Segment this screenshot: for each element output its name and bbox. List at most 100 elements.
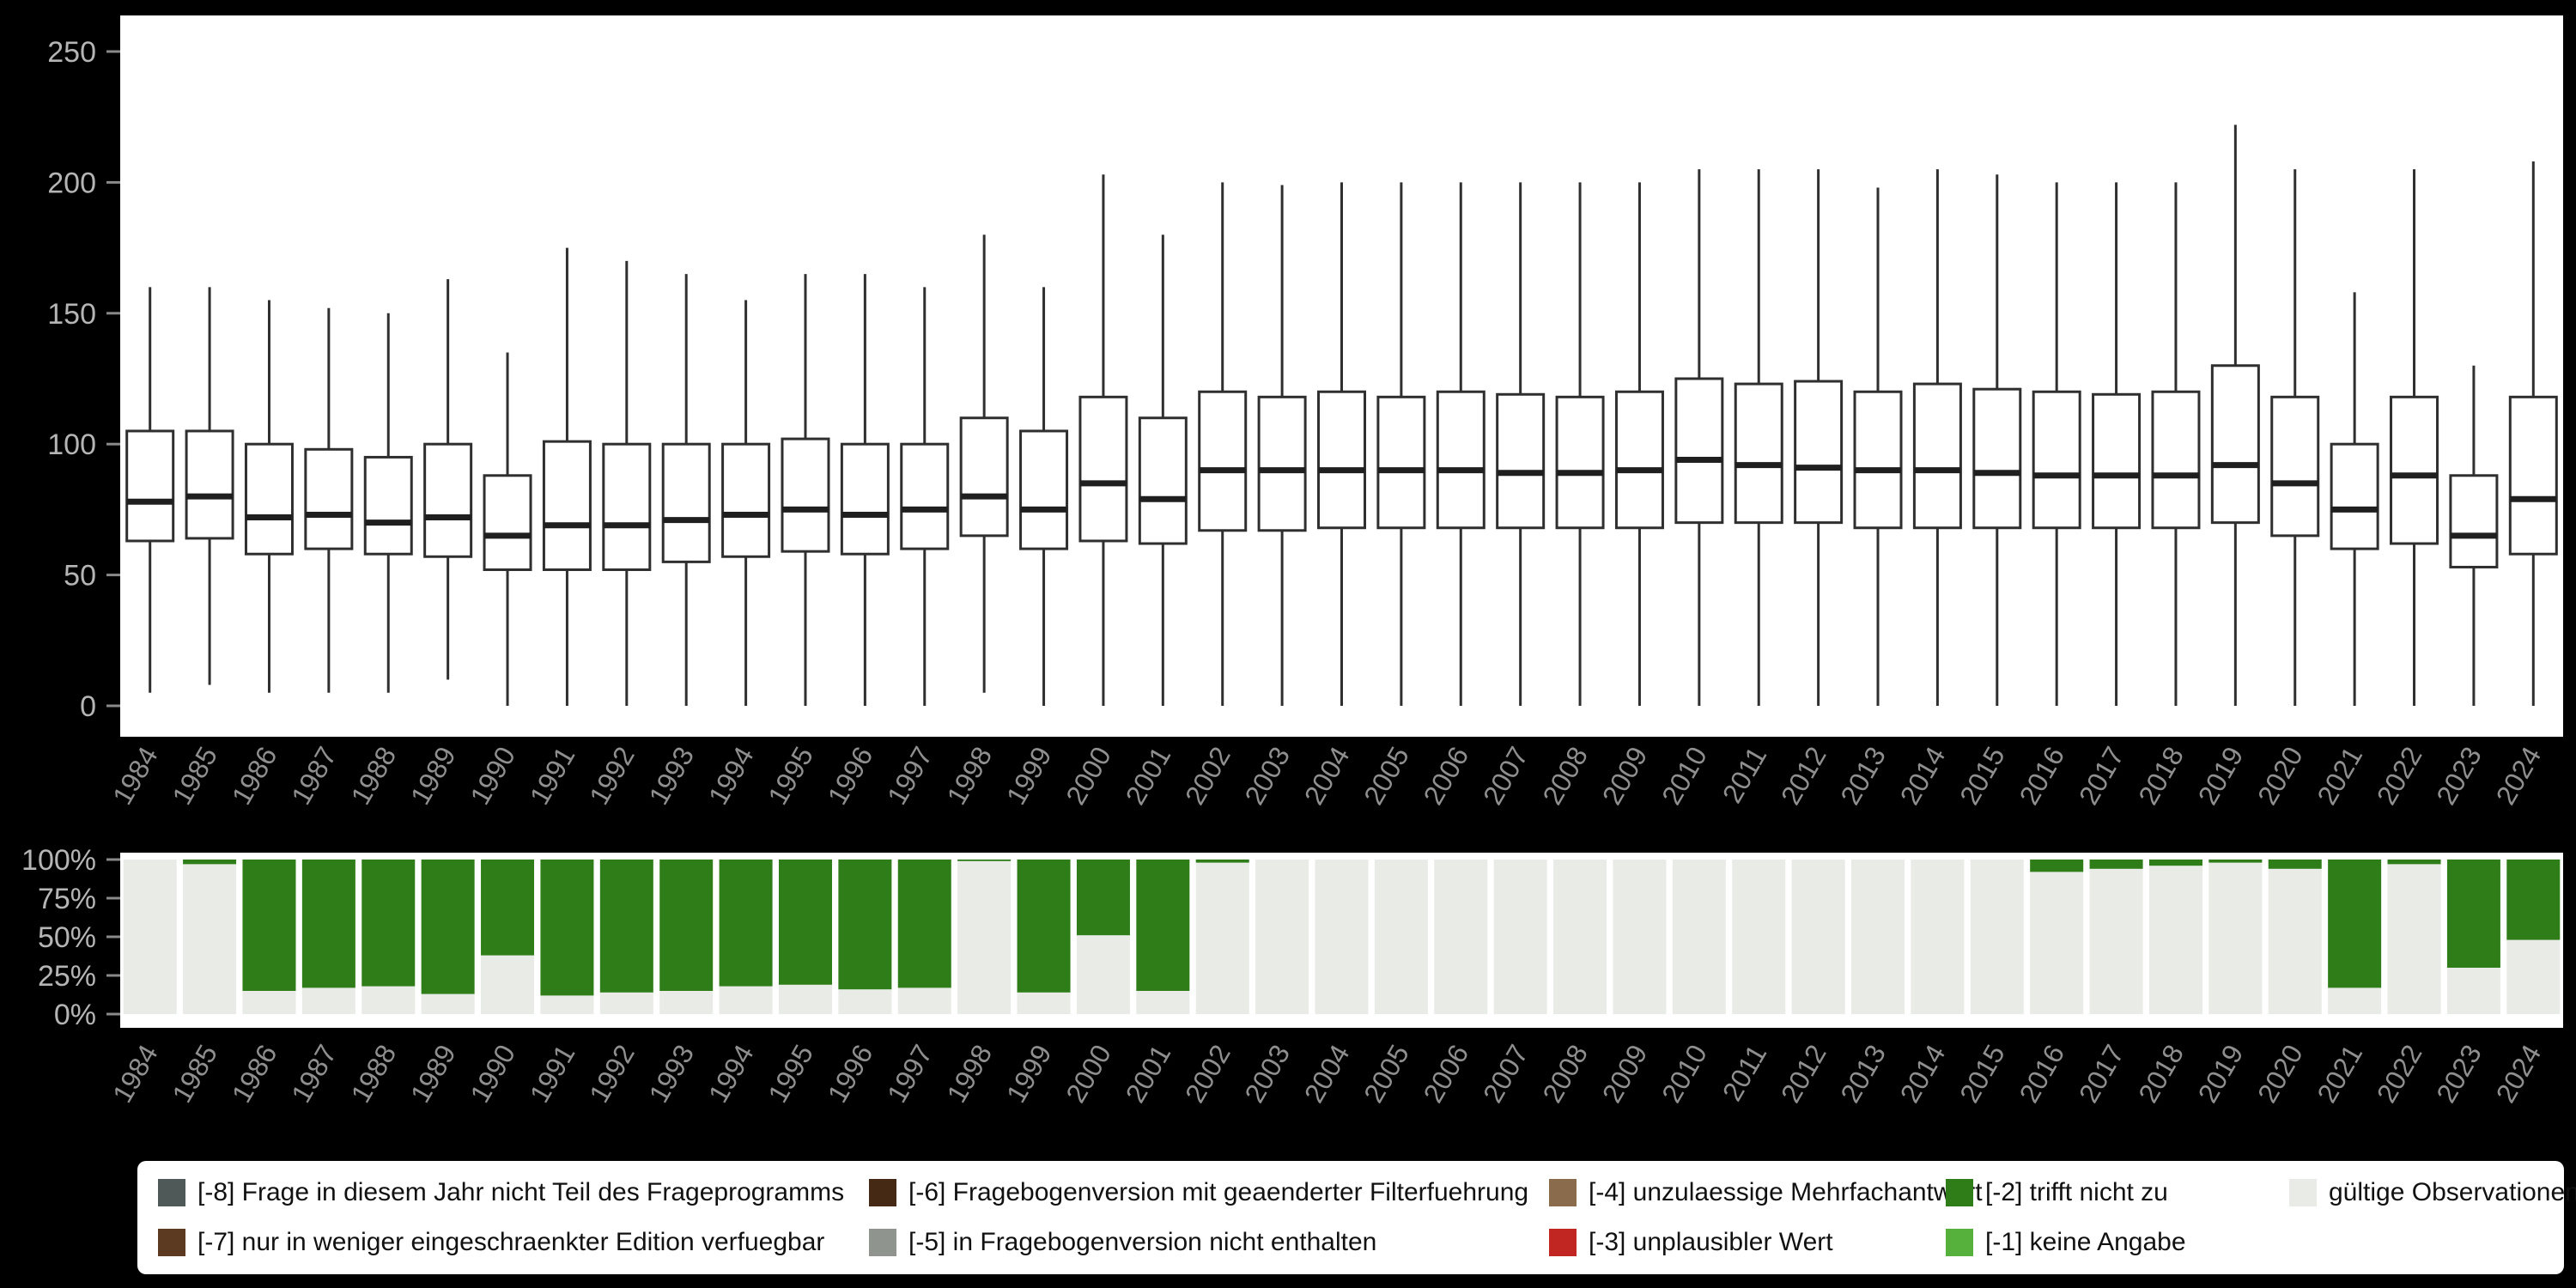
percent-tick-label: 25% <box>38 960 96 993</box>
invalid-segment <box>1195 860 1249 863</box>
x-axis-year-label: 2003 <box>1238 1040 1296 1109</box>
stacked-bar-2004 <box>1315 860 1369 1014</box>
boxplot-2003 <box>1257 185 1307 706</box>
invalid-segment <box>301 860 355 988</box>
stacked-bar-2002 <box>1195 860 1249 1014</box>
x-axis-year-label: 1992 <box>583 742 641 811</box>
boxplot-2024 <box>2508 161 2558 706</box>
iqr-box <box>1019 429 1069 550</box>
x-axis-year-label: 2007 <box>1477 742 1534 811</box>
stacked-bar-2008 <box>1553 860 1607 1014</box>
y-axis-tick-label: 0 <box>80 690 96 723</box>
boxplot-2021 <box>2330 292 2379 706</box>
invalid-segment <box>540 860 594 996</box>
valid-segment <box>897 987 951 1014</box>
boxplot-2023 <box>2449 365 2499 706</box>
boxplot-2006 <box>1436 182 1485 706</box>
boxplot-2005 <box>1376 182 1426 706</box>
stacked-bar-2014 <box>1911 860 1965 1014</box>
legend-item: [-5] in Fragebogenversion nicht enthalte… <box>869 1218 1549 1267</box>
valid-segment <box>2506 939 2561 1014</box>
invalid-segment <box>2328 860 2382 988</box>
boxplot-1993 <box>661 274 711 706</box>
iqr-box <box>1734 382 1783 525</box>
valid-segment <box>2446 968 2500 1014</box>
iqr-box <box>2449 474 2499 568</box>
x-axis-year-label: 1996 <box>822 742 879 811</box>
stacked-bar-1999 <box>1017 860 1071 1014</box>
valid-segment <box>719 986 773 1014</box>
iqr-box <box>1257 395 1307 532</box>
iqr-box <box>1555 395 1605 530</box>
x-axis-year-label: 1999 <box>1000 1040 1058 1109</box>
stacked-bar-2012 <box>1791 860 1845 1014</box>
y-axis-tick-label: 100 <box>47 428 96 461</box>
x-axis-year-label: 2021 <box>2311 1040 2368 1109</box>
x-axis-year-label: 2020 <box>2251 1040 2309 1109</box>
boxplot-2017 <box>2092 182 2142 706</box>
invalid-segment <box>2387 860 2441 865</box>
iqr-box <box>2151 390 2201 530</box>
invalid-segment <box>599 860 653 993</box>
y-axis-tick-label: 200 <box>47 167 96 199</box>
invalid-segment <box>2030 860 2084 872</box>
valid-segment <box>2387 864 2441 1014</box>
stacked-bar-2021 <box>2328 860 2382 1014</box>
iqr-box <box>1794 380 1844 525</box>
x-axis-year-label: 1986 <box>226 742 283 811</box>
x-axis-year-label: 2007 <box>1477 1040 1534 1109</box>
iqr-box <box>840 442 890 556</box>
valid-segment <box>2208 862 2263 1014</box>
percent-tick-label: 75% <box>38 883 96 915</box>
x-axis-year-label: 2013 <box>1834 1040 1892 1109</box>
boxplot-2009 <box>1614 182 1664 706</box>
stacked-bar-1991 <box>540 860 594 1014</box>
legend-item: [-2] trifft nicht zu <box>1946 1168 2289 1218</box>
boxplot-2008 <box>1555 182 1605 706</box>
invalid-segment <box>897 860 951 988</box>
stacked-bar-2024 <box>2506 860 2561 1014</box>
valid-segment <box>1255 860 1309 1014</box>
boxplot-2020 <box>2270 169 2320 706</box>
iqr-box <box>959 416 1009 538</box>
boxplot-2018 <box>2151 182 2201 706</box>
x-axis-year-label: 2015 <box>1953 742 2011 811</box>
legend-label: [-8] Frage in diesem Jahr nicht Teil des… <box>197 1178 845 1206</box>
invalid-segment <box>2506 860 2561 940</box>
valid-segment <box>1672 860 1726 1014</box>
valid-segment <box>481 955 535 1014</box>
x-axis-year-label: 1984 <box>106 742 164 811</box>
stacked-bar-2013 <box>1851 860 1905 1014</box>
boxplot-1992 <box>602 260 652 706</box>
percent-tick-label: 100% <box>21 846 96 877</box>
x-axis-year-label: 1994 <box>702 1040 760 1109</box>
iqr-box <box>602 442 652 572</box>
boxplot-1984 <box>125 287 175 693</box>
boxplot-2022 <box>2390 169 2439 706</box>
iqr-box <box>244 442 294 556</box>
x-axis-year-label: 2008 <box>1536 1040 1594 1109</box>
invalid-segment <box>778 860 832 985</box>
x-axis-year-label: 2014 <box>1894 742 1952 811</box>
x-axis-year-label: 2018 <box>2132 1040 2190 1109</box>
stacked-bar-1993 <box>659 860 714 1014</box>
boxplot-1994 <box>721 300 771 706</box>
valid-segment <box>183 864 237 1014</box>
x-axis-year-label: 1990 <box>464 742 521 811</box>
invalid-segment <box>183 860 237 865</box>
iqr-box <box>1436 390 1485 530</box>
stacked-bar-1986 <box>242 860 296 1014</box>
x-axis-year-label: 2018 <box>2132 742 2190 811</box>
percent-tick-label: 0% <box>54 999 96 1031</box>
boxplot-1985 <box>185 287 234 685</box>
stacked-bar-2015 <box>1970 860 2024 1014</box>
x-axis-year-label: 2000 <box>1060 1040 1117 1109</box>
legend-label: [-1] keine Angabe <box>1985 1228 2186 1256</box>
iqr-box <box>483 474 532 572</box>
valid-segment <box>1791 860 1845 1014</box>
x-axis-year-label: 1998 <box>940 742 998 811</box>
legend-item: [-4] unzulaessige Mehrfachantwort <box>1549 1168 1983 1218</box>
stacked-bar-2023 <box>2446 860 2500 1014</box>
x-axis-year-label: 2010 <box>1656 742 1713 811</box>
x-axis-year-label: 2014 <box>1894 1040 1952 1109</box>
